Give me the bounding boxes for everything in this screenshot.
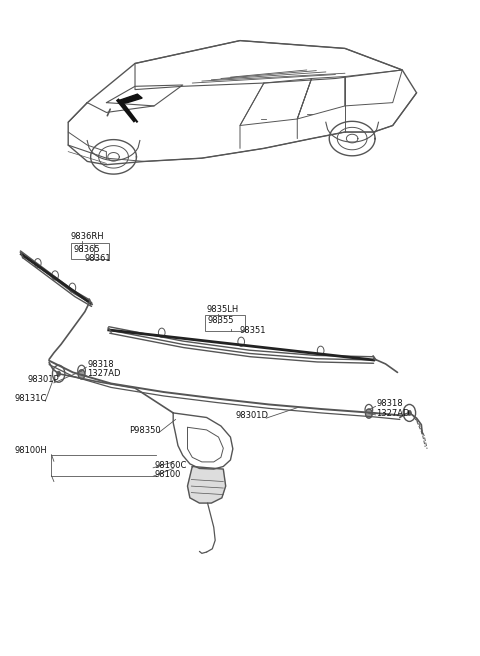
Text: 98131C: 98131C xyxy=(15,394,47,403)
FancyBboxPatch shape xyxy=(204,315,245,331)
Circle shape xyxy=(57,371,60,377)
Text: P98350: P98350 xyxy=(129,426,161,434)
Circle shape xyxy=(78,370,85,379)
FancyBboxPatch shape xyxy=(71,243,109,258)
Text: 98301D: 98301D xyxy=(235,411,268,420)
Polygon shape xyxy=(188,466,226,503)
Text: 98365: 98365 xyxy=(74,245,100,254)
Text: 98318: 98318 xyxy=(87,360,114,369)
Text: 98351: 98351 xyxy=(240,325,266,335)
Text: 9835LH: 9835LH xyxy=(206,304,239,314)
Text: 98100H: 98100H xyxy=(15,447,48,455)
Text: 1327AD: 1327AD xyxy=(376,409,410,417)
Circle shape xyxy=(408,410,411,415)
Text: 1327AD: 1327AD xyxy=(87,369,121,379)
Text: 98361: 98361 xyxy=(85,254,111,262)
Circle shape xyxy=(365,409,372,418)
Text: 98100: 98100 xyxy=(154,470,180,479)
Text: 98318: 98318 xyxy=(376,400,403,409)
Polygon shape xyxy=(118,94,142,104)
Text: 9836RH: 9836RH xyxy=(71,232,104,241)
Text: 98160C: 98160C xyxy=(154,461,186,470)
Text: 98301P: 98301P xyxy=(28,375,59,384)
Text: 98355: 98355 xyxy=(207,316,234,325)
